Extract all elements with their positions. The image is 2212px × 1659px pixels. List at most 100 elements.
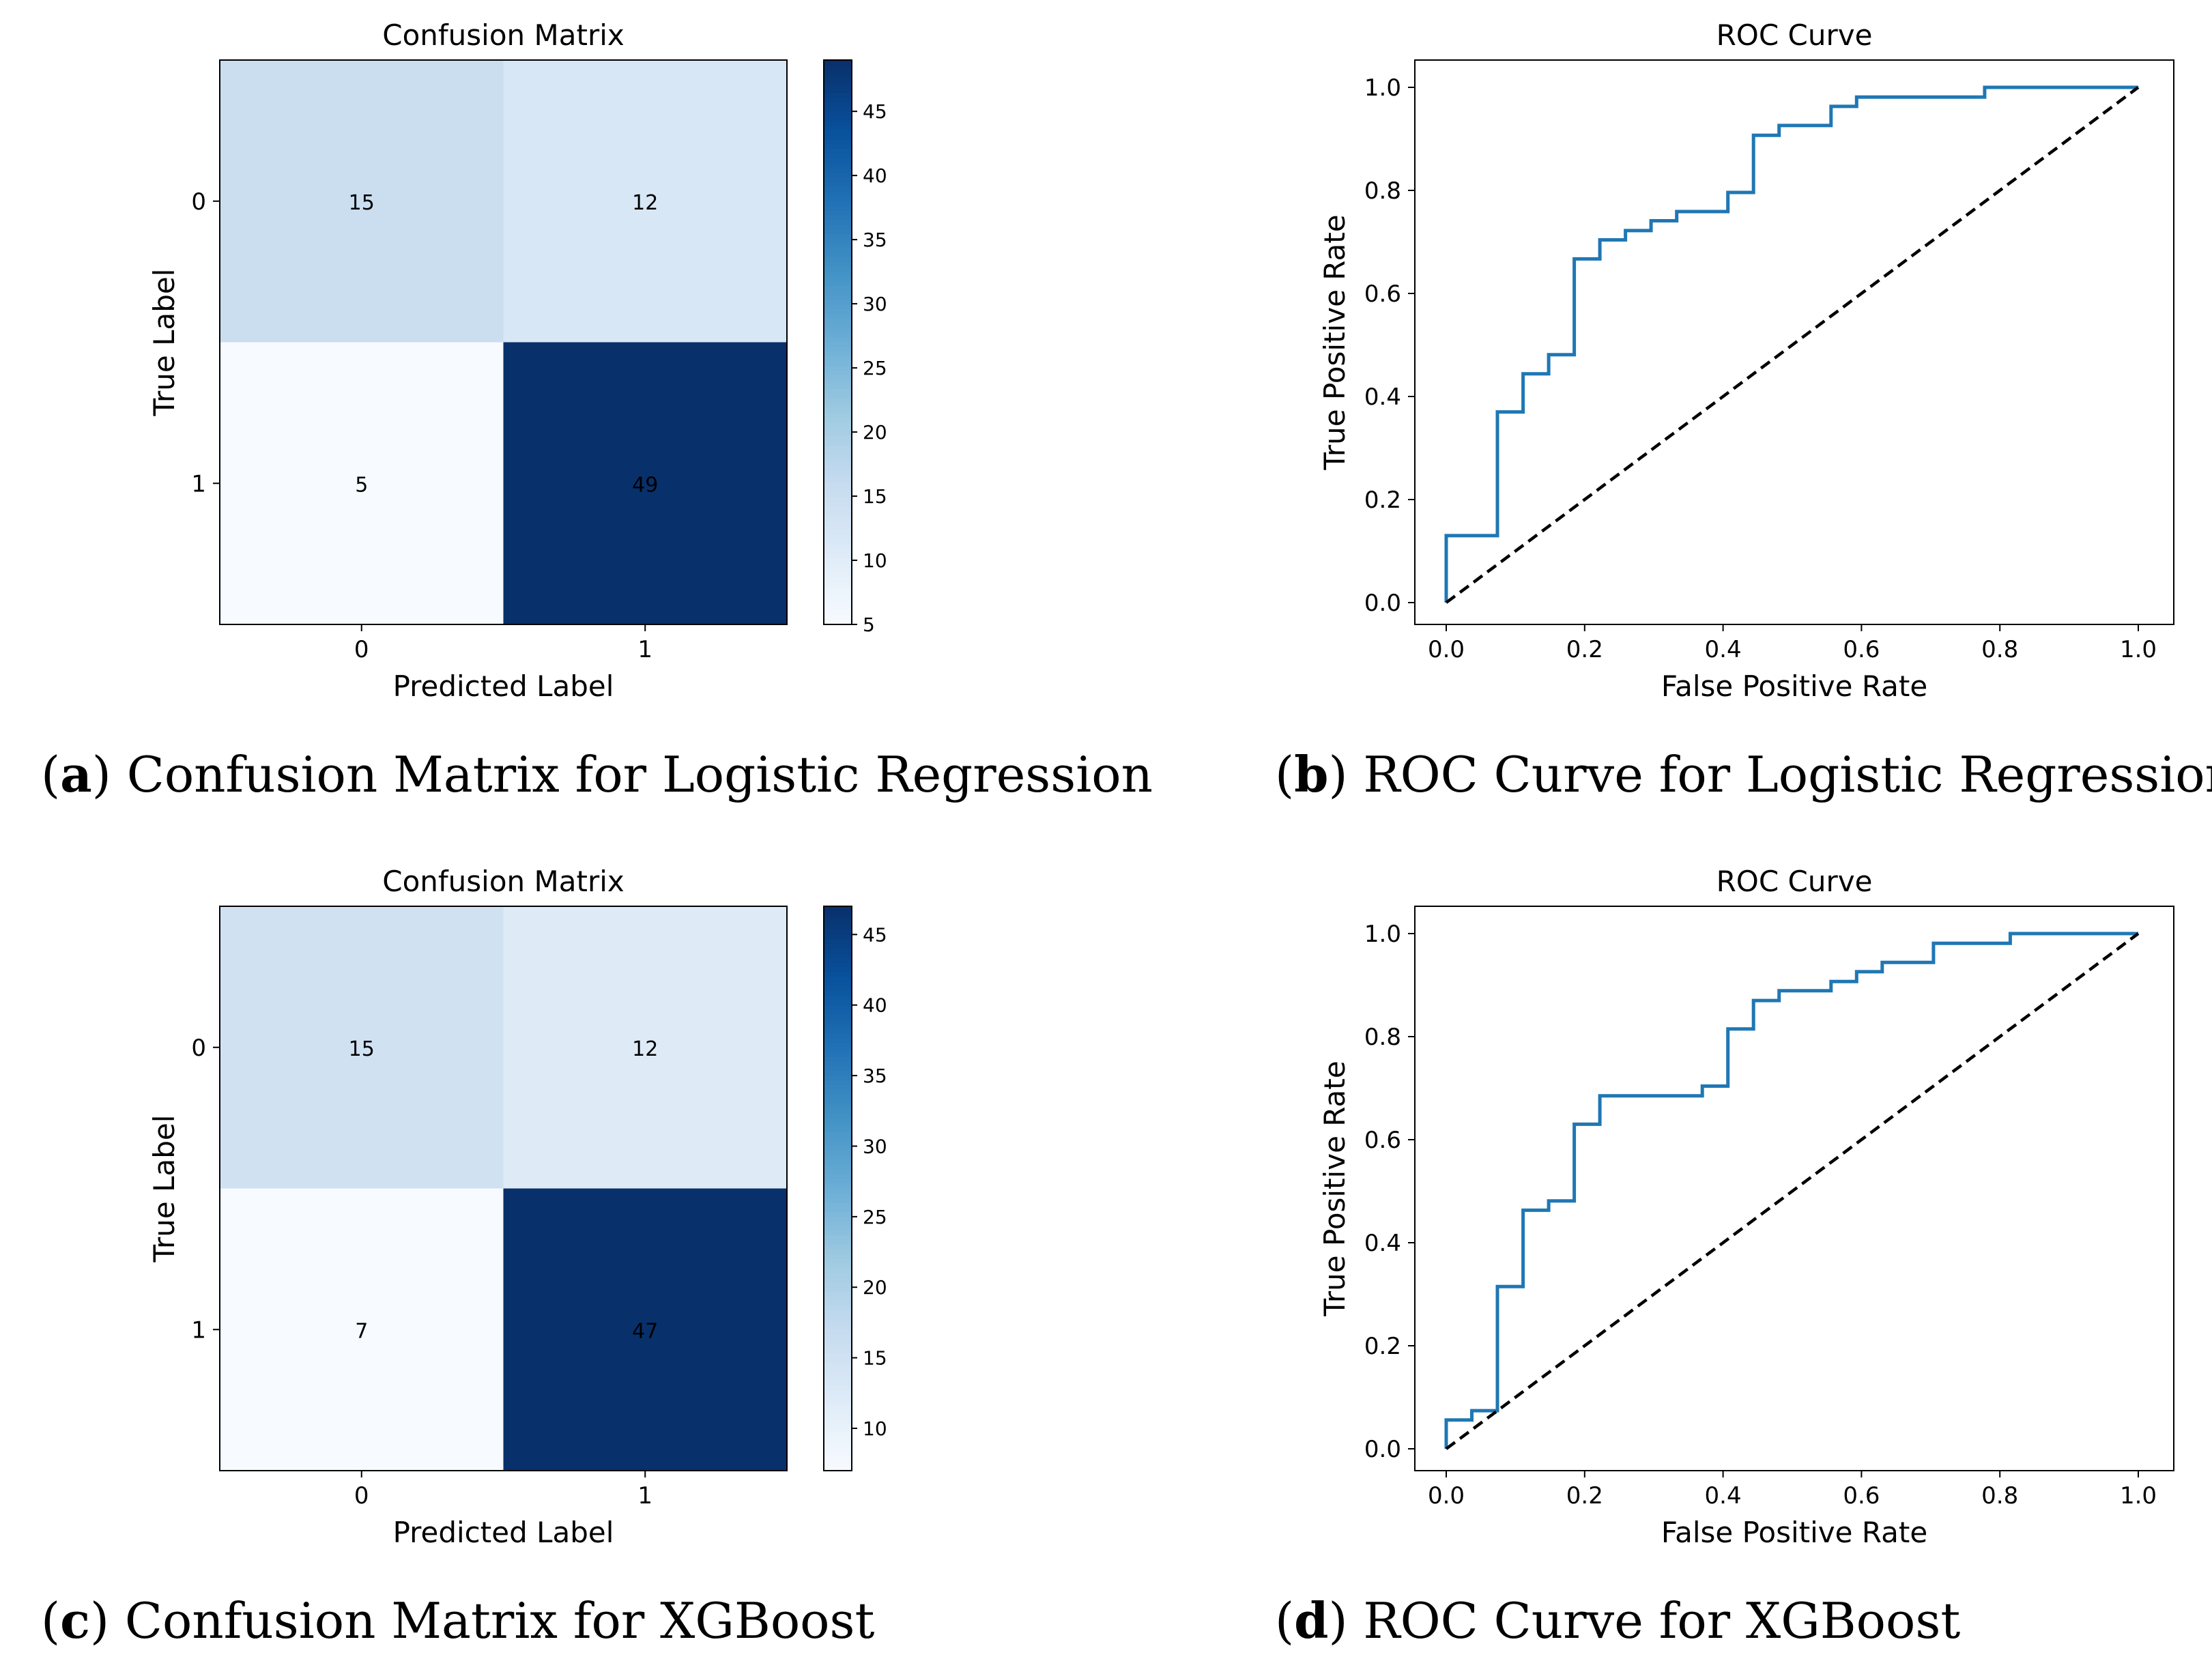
colorbar-segment: [824, 365, 852, 371]
colorbar-segment: [824, 257, 852, 263]
x-tick-label: 0.6: [1843, 1482, 1880, 1510]
colorbar-segment: [824, 168, 852, 173]
colorbar-segment: [824, 1395, 852, 1401]
colorbar-tick-label: 30: [863, 293, 887, 315]
y-tick-label: 0.2: [1364, 487, 1401, 514]
colorbar-segment: [824, 163, 852, 169]
colorbar-tick-label: 35: [863, 1065, 887, 1087]
colorbar-segment: [824, 986, 852, 992]
colorbar-segment: [824, 478, 852, 484]
y-tick-label: 0.2: [1364, 1333, 1401, 1360]
chart-title: Confusion Matrix: [382, 18, 624, 52]
x-tick-label: 0: [354, 636, 369, 663]
colorbar-segment: [824, 1390, 852, 1396]
colorbar-segment: [824, 342, 852, 347]
chance-diagonal-line: [1445, 86, 2140, 604]
colorbar-segment: [824, 290, 852, 296]
colorbar-segment: [824, 201, 852, 207]
colorbar-segment: [824, 581, 852, 588]
colorbar-segment: [824, 1169, 852, 1175]
cell-value-1-0: 7: [355, 1319, 368, 1343]
colorbar-segment: [824, 1325, 852, 1330]
colorbar-tick-label: 20: [863, 421, 887, 444]
y-tick-label: 0.6: [1364, 280, 1401, 308]
colorbar-segment: [824, 187, 852, 192]
x-axis-label: False Positive Rate: [1661, 1516, 1927, 1549]
matrix-cell-0-1: [503, 60, 787, 343]
panel-b: ROC Curve 0.0 0.2 0.4 0.6 0.8 1.0 0.0 0.2 0.4 0.6 0…: [1275, 18, 2212, 803]
colorbar-segment: [824, 615, 852, 620]
colorbar-segment: [824, 1174, 852, 1180]
colorbar-segment: [824, 1108, 852, 1114]
colorbar-segment: [824, 506, 852, 513]
colorbar-segment: [824, 563, 852, 568]
colorbar-segment: [824, 1357, 852, 1364]
colorbar-frame: [823, 906, 852, 1471]
colorbar-tick-label: 40: [863, 164, 887, 187]
colorbar-segment: [824, 568, 852, 573]
colorbar-segment: [824, 493, 852, 498]
colorbar-segment: [824, 1080, 852, 1086]
colorbar-segment: [824, 145, 852, 150]
colorbar-segment: [824, 389, 852, 394]
colorbar-tick-label: 5: [863, 614, 875, 636]
x-tick-label: 0.8: [1981, 636, 2018, 663]
colorbar-segment: [824, 285, 852, 291]
colorbar-segment: [824, 1127, 852, 1133]
colorbar-segment: [824, 1254, 852, 1260]
colorbar-segment: [824, 394, 852, 399]
colorbar-segment: [824, 135, 852, 141]
y-tick-label: 1.0: [1364, 74, 1401, 102]
colorbar-segment: [824, 140, 852, 145]
caption-letter: d: [1294, 1591, 1328, 1649]
colorbar-segment: [824, 1428, 852, 1434]
colorbar-segment: [824, 1305, 852, 1312]
colorbar-segment: [824, 205, 852, 212]
colorbar-segment: [824, 1452, 852, 1457]
colorbar-segment: [824, 1179, 852, 1185]
colorbar-segment: [824, 1404, 852, 1411]
colorbar-segment: [824, 1198, 852, 1203]
colorbar-segment: [824, 375, 852, 381]
colorbar-segment: [824, 106, 852, 113]
colorbar-frame: [823, 59, 852, 625]
colorbar-tick-label: 45: [863, 923, 887, 946]
matrix-cell-0-0: [220, 60, 504, 343]
colorbar-segment: [824, 995, 852, 1001]
colorbar-segment: [824, 1348, 852, 1354]
cell-value-0-1: 12: [632, 191, 658, 215]
colorbar-segment: [824, 225, 852, 230]
x-tick-label: 0.4: [1705, 1482, 1742, 1510]
matrix-cell-1-1: [503, 342, 787, 624]
colorbar-tick-label: 25: [863, 1206, 887, 1228]
colorbar-segment: [824, 1094, 852, 1100]
colorbar-segment: [824, 1136, 852, 1142]
colorbar-tick-label: 20: [863, 1276, 887, 1299]
colorbar-segment: [824, 238, 852, 244]
x-tick-label: 0.8: [1981, 1482, 2018, 1510]
caption-text: ROC Curve for XGBoost: [1363, 1592, 1960, 1649]
colorbar-segment: [824, 516, 852, 521]
x-tick-label: 0.2: [1566, 636, 1603, 663]
colorbar-segment: [824, 502, 852, 508]
colorbar-segment: [824, 1245, 852, 1250]
colorbar-segment: [824, 991, 852, 996]
colorbar-segment: [824, 1061, 852, 1067]
caption-paren: ): [1328, 746, 1363, 803]
colorbar-segment: [824, 267, 852, 272]
y-tick-label: 0: [191, 188, 206, 216]
colorbar-tick-label: 15: [863, 1347, 887, 1370]
y-tick-label: 1: [191, 1316, 206, 1344]
colorbar-segment: [824, 1301, 852, 1307]
colorbar-segment: [824, 483, 852, 489]
colorbar-segment: [824, 1461, 852, 1467]
colorbar-segment: [824, 464, 852, 470]
colorbar-segment: [824, 173, 852, 178]
colorbar-segment: [824, 403, 852, 409]
colorbar-segment: [824, 1329, 852, 1335]
colorbar-segment: [824, 1141, 852, 1147]
colorbar-segment: [824, 384, 852, 390]
x-axis-label: Predicted Label: [393, 1516, 614, 1549]
colorbar-segment: [824, 130, 852, 136]
